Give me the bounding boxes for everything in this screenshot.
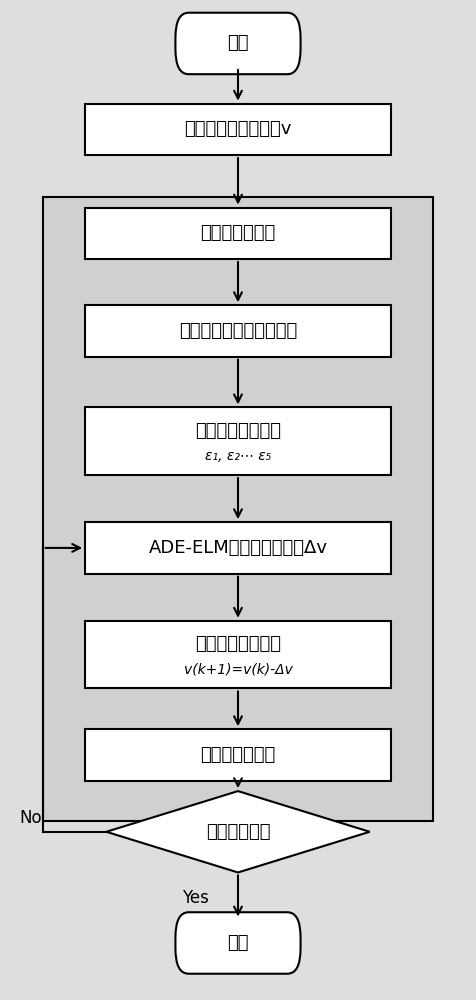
Text: 更新平衡方程猜値: 更新平衡方程猜値	[195, 635, 281, 653]
FancyBboxPatch shape	[176, 13, 300, 74]
Text: 各部件模型气动热力计算: 各部件模型气动热力计算	[179, 322, 297, 340]
Polygon shape	[106, 791, 370, 872]
Text: 转子动力学计算: 转子动力学计算	[200, 746, 276, 764]
FancyBboxPatch shape	[176, 912, 300, 974]
FancyBboxPatch shape	[85, 407, 391, 475]
Text: 初始化平衡方程猜値v: 初始化平衡方程猜値v	[184, 120, 292, 138]
Text: ADE-ELM映射猜値修正量Δv: ADE-ELM映射猜値修正量Δv	[149, 539, 327, 557]
FancyBboxPatch shape	[85, 208, 391, 259]
Text: Yes: Yes	[182, 889, 209, 907]
Text: 直升机飞行条件: 直升机飞行条件	[200, 224, 276, 242]
FancyBboxPatch shape	[85, 522, 391, 574]
FancyBboxPatch shape	[43, 197, 433, 821]
FancyBboxPatch shape	[85, 729, 391, 781]
Text: No: No	[20, 809, 42, 827]
Text: 计算平衡方程残差: 计算平衡方程残差	[195, 422, 281, 440]
Text: v(k+1)=v(k)-Δv: v(k+1)=v(k)-Δv	[184, 663, 292, 677]
FancyBboxPatch shape	[85, 621, 391, 688]
Text: 程序是否结束: 程序是否结束	[206, 823, 270, 841]
Text: 开始: 开始	[227, 34, 249, 52]
Text: ε₁, ε₂⋯ ε₅: ε₁, ε₂⋯ ε₅	[205, 449, 271, 463]
FancyBboxPatch shape	[85, 104, 391, 155]
Text: 结束: 结束	[227, 934, 249, 952]
FancyBboxPatch shape	[85, 305, 391, 357]
